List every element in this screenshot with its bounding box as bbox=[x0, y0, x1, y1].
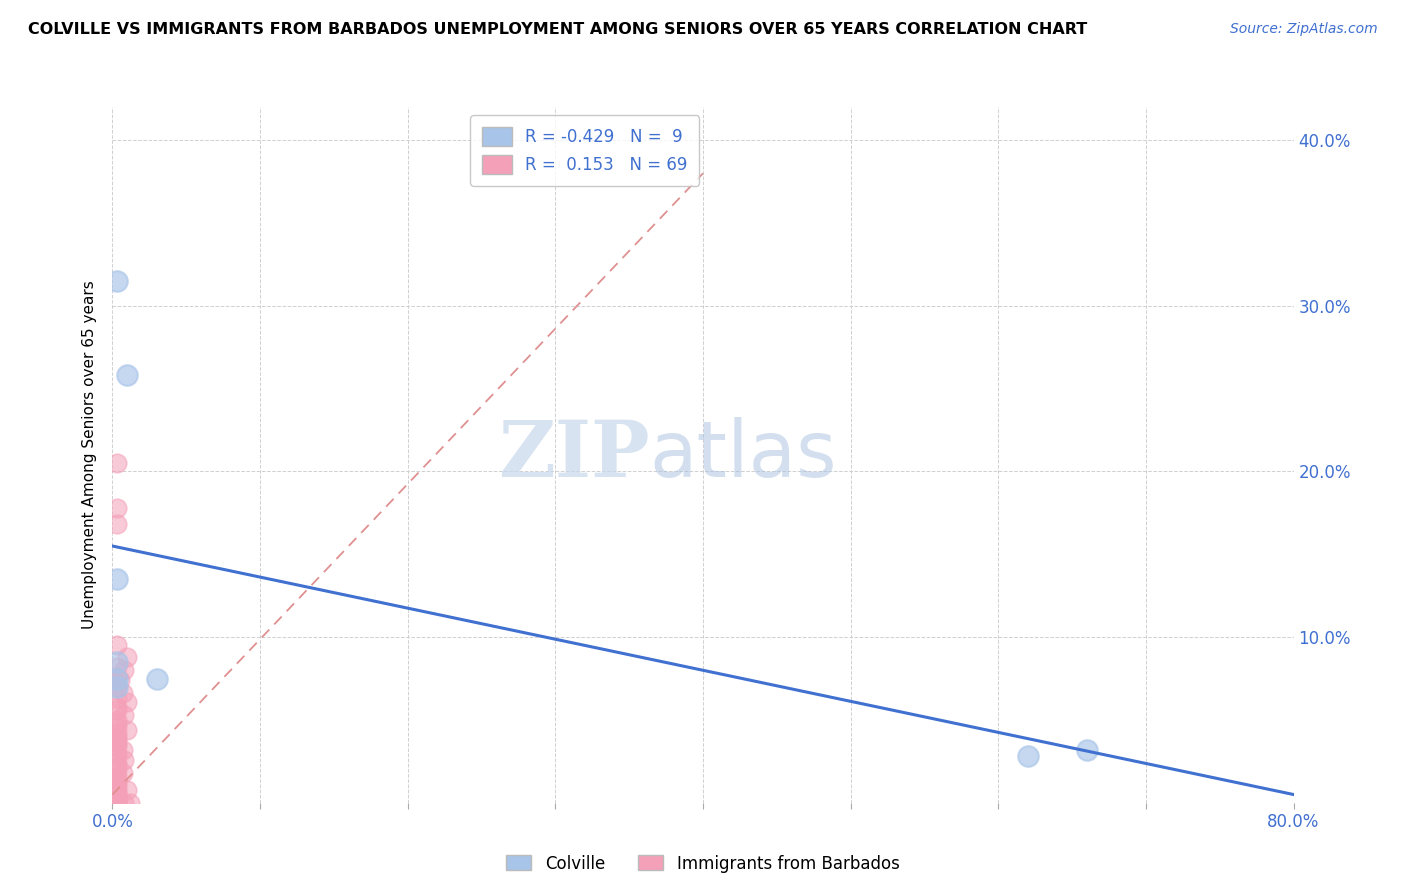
Point bbox=[105, 749, 128, 764]
Point bbox=[105, 796, 128, 810]
Point bbox=[105, 703, 128, 717]
Point bbox=[105, 670, 128, 684]
Point bbox=[105, 572, 128, 586]
Point bbox=[105, 796, 128, 810]
Point bbox=[117, 782, 138, 797]
Text: atlas: atlas bbox=[650, 417, 838, 493]
Point bbox=[105, 786, 128, 800]
Point bbox=[105, 776, 128, 790]
Point bbox=[105, 772, 128, 787]
Point bbox=[105, 794, 128, 808]
Point bbox=[111, 766, 134, 780]
Point bbox=[105, 796, 128, 810]
Point bbox=[105, 736, 128, 750]
Point bbox=[105, 796, 128, 810]
Point bbox=[146, 672, 169, 686]
Point bbox=[105, 796, 128, 810]
Point bbox=[111, 686, 134, 700]
Point bbox=[105, 680, 128, 694]
Point bbox=[105, 796, 128, 810]
Point bbox=[105, 769, 128, 783]
Point bbox=[105, 796, 128, 810]
Y-axis label: Unemployment Among Seniors over 65 years: Unemployment Among Seniors over 65 years bbox=[82, 281, 97, 629]
Point bbox=[105, 779, 128, 793]
Legend: R = -0.429   N =  9, R =  0.153   N = 69: R = -0.429 N = 9, R = 0.153 N = 69 bbox=[471, 115, 699, 186]
Point bbox=[105, 796, 128, 810]
Point bbox=[105, 796, 128, 810]
Text: Source: ZipAtlas.com: Source: ZipAtlas.com bbox=[1230, 22, 1378, 37]
Point bbox=[105, 763, 128, 777]
Point bbox=[120, 796, 142, 810]
Point bbox=[105, 796, 128, 810]
Point bbox=[105, 796, 128, 810]
Point bbox=[105, 456, 128, 470]
Point bbox=[112, 708, 135, 723]
Point bbox=[105, 660, 128, 674]
Legend: Colville, Immigrants from Barbados: Colville, Immigrants from Barbados bbox=[499, 848, 907, 880]
Text: COLVILLE VS IMMIGRANTS FROM BARBADOS UNEMPLOYMENT AMONG SENIORS OVER 65 YEARS CO: COLVILLE VS IMMIGRANTS FROM BARBADOS UNE… bbox=[28, 22, 1087, 37]
Point bbox=[112, 796, 135, 810]
Point bbox=[105, 713, 128, 727]
Point bbox=[105, 672, 128, 686]
Point bbox=[105, 500, 128, 515]
Point bbox=[105, 517, 128, 532]
Point bbox=[105, 699, 128, 714]
Point bbox=[1076, 743, 1098, 757]
Point bbox=[105, 796, 128, 810]
Point bbox=[111, 743, 134, 757]
Point bbox=[117, 650, 138, 665]
Point bbox=[108, 673, 131, 688]
Point bbox=[105, 796, 128, 810]
Point bbox=[105, 796, 128, 810]
Point bbox=[105, 680, 128, 694]
Point bbox=[117, 723, 138, 737]
Point bbox=[105, 739, 128, 754]
Point bbox=[105, 639, 128, 653]
Point bbox=[112, 663, 135, 677]
Point bbox=[105, 759, 128, 773]
Point bbox=[105, 274, 128, 288]
Text: ZIP: ZIP bbox=[498, 417, 650, 493]
Point bbox=[105, 691, 128, 706]
Point bbox=[105, 746, 128, 760]
Point bbox=[117, 368, 138, 383]
Point bbox=[112, 753, 135, 767]
Point bbox=[105, 655, 128, 669]
Point bbox=[105, 730, 128, 744]
Point bbox=[105, 796, 128, 810]
Point bbox=[105, 796, 128, 810]
Point bbox=[105, 796, 128, 810]
Point bbox=[105, 756, 128, 770]
Point bbox=[105, 732, 128, 747]
Point bbox=[105, 726, 128, 740]
Point bbox=[105, 716, 128, 731]
Point bbox=[105, 784, 128, 798]
Point bbox=[117, 695, 138, 709]
Point bbox=[105, 796, 128, 810]
Point bbox=[105, 792, 128, 806]
Point bbox=[105, 796, 128, 810]
Point bbox=[105, 796, 128, 810]
Point bbox=[105, 789, 128, 804]
Point bbox=[105, 788, 128, 802]
Point bbox=[105, 720, 128, 734]
Point bbox=[105, 790, 128, 805]
Point bbox=[1017, 749, 1039, 764]
Point bbox=[105, 796, 128, 810]
Point bbox=[105, 796, 128, 810]
